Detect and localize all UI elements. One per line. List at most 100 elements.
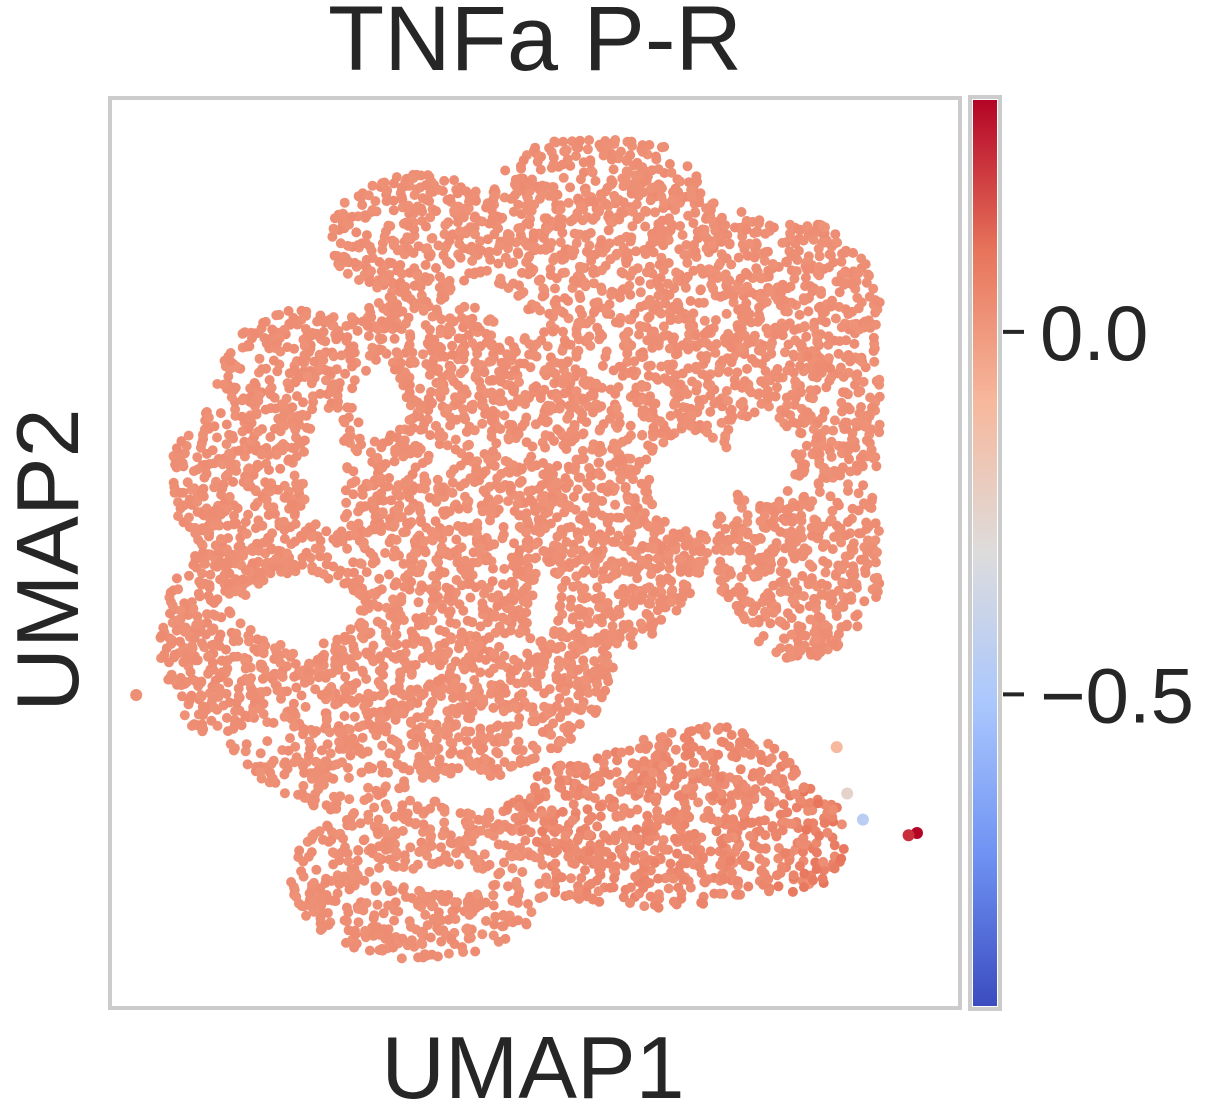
scatter-point	[349, 375, 360, 386]
scatter-point	[538, 458, 549, 468]
scatter-point	[634, 276, 645, 286]
scatter-point	[685, 296, 696, 306]
scatter-point	[664, 289, 675, 300]
scatter-point	[171, 443, 182, 454]
scatter-point	[530, 782, 540, 793]
scatter-point	[643, 598, 654, 609]
scatter-point	[563, 371, 574, 382]
scatter-point	[345, 724, 355, 735]
scatter-point	[456, 691, 467, 702]
scatter-point	[590, 176, 601, 186]
scatter-point	[465, 713, 476, 724]
scatter-point	[638, 187, 649, 198]
scatter-point	[262, 736, 273, 747]
scatter-point	[503, 800, 514, 811]
scatter-point	[382, 803, 393, 814]
scatter-point	[363, 782, 374, 793]
scatter-point	[165, 608, 175, 619]
scatter-point	[520, 389, 531, 400]
scatter-point	[252, 634, 263, 645]
scatter-point	[343, 907, 354, 918]
scatter-point	[572, 484, 583, 495]
scatter-point	[874, 297, 885, 308]
scatter-point	[488, 900, 499, 911]
scatter-point	[552, 460, 563, 471]
scatter-point	[647, 443, 658, 453]
scatter-point	[348, 466, 359, 477]
scatter-point	[454, 238, 465, 249]
scatter-point	[405, 795, 416, 806]
scatter-point	[487, 576, 498, 587]
scatter-point	[511, 346, 521, 357]
scatter-point	[765, 618, 776, 629]
scatter-point	[677, 230, 688, 240]
scatter-point	[361, 567, 372, 578]
scatter-point	[365, 447, 376, 458]
scatter-point	[796, 510, 807, 521]
scatter-point	[586, 878, 597, 889]
scatter-point	[619, 860, 630, 871]
scatter-point	[232, 503, 243, 514]
scatter-point	[647, 619, 658, 630]
scatter-point	[626, 136, 637, 147]
scatter-point	[343, 737, 354, 748]
scatter-point	[842, 517, 853, 528]
scatter-point	[367, 588, 378, 599]
scatter-point	[829, 532, 840, 542]
scatter-point	[435, 294, 446, 305]
scatter-point	[368, 551, 379, 562]
scatter-point	[304, 736, 315, 747]
scatter-point	[670, 744, 681, 755]
scatter-point	[298, 856, 309, 867]
scatter-point	[530, 242, 541, 253]
scatter-point	[445, 420, 456, 431]
scatter-point	[859, 596, 870, 607]
scatter-point	[506, 399, 517, 410]
scatter-point	[212, 432, 222, 443]
scatter-point	[397, 800, 408, 811]
scatter-point	[350, 929, 361, 940]
scatter-point	[745, 749, 756, 760]
scatter-point	[217, 483, 228, 494]
scatter-point	[563, 197, 574, 208]
scatter-point	[715, 291, 726, 302]
scatter-point	[540, 834, 551, 845]
scatter-point	[723, 395, 734, 406]
scatter-point	[679, 732, 690, 743]
scatter-point	[430, 516, 441, 527]
scatter-point	[249, 644, 260, 654]
scatter-point	[367, 180, 378, 191]
scatter-point	[816, 578, 827, 589]
scatter-point	[289, 343, 300, 354]
scatter-point	[820, 317, 831, 328]
scatter-point	[372, 899, 383, 910]
scatter-point	[296, 356, 307, 366]
scatter-point	[755, 533, 766, 544]
scatter-point	[421, 221, 431, 232]
scatter-point	[227, 430, 238, 441]
scatter-point	[409, 280, 420, 291]
scatter-point	[555, 237, 566, 248]
scatter-point	[268, 355, 279, 366]
scatter-point	[671, 820, 682, 831]
scatter-point	[400, 291, 411, 302]
scatter-point	[861, 517, 872, 528]
scatter-point	[453, 643, 464, 654]
scatter-point	[661, 374, 672, 385]
scatter-point	[388, 594, 399, 605]
scatter-point	[760, 247, 771, 258]
scatter-point	[874, 427, 885, 438]
scatter-point	[394, 674, 405, 685]
scatter-point	[351, 938, 362, 949]
scatter-point	[627, 758, 638, 769]
scatter-point	[182, 477, 193, 488]
scatter-point	[594, 801, 605, 812]
scatter-point	[404, 415, 415, 425]
scatter-point	[375, 690, 386, 701]
scatter-point	[481, 553, 492, 564]
scatter-point	[764, 564, 775, 575]
scatter-point	[377, 740, 388, 751]
scatter-point	[540, 430, 551, 441]
scatter-point	[525, 633, 536, 644]
scatter-point	[390, 897, 401, 908]
